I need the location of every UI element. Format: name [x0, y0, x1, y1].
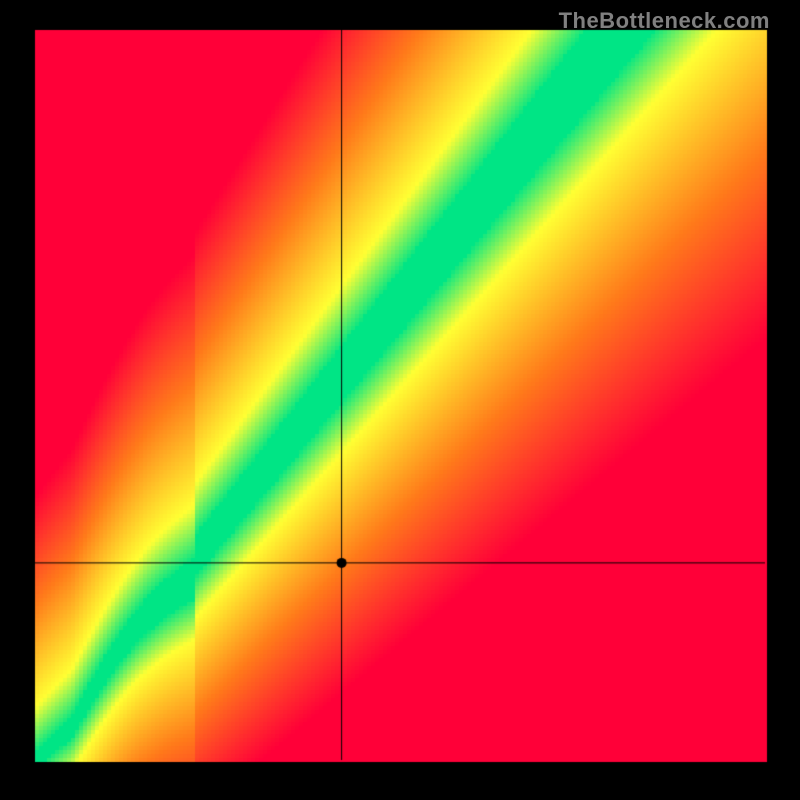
chart-container: TheBottleneck.com — [0, 0, 800, 800]
bottleneck-heatmap — [0, 0, 800, 800]
watermark-text: TheBottleneck.com — [559, 8, 770, 34]
